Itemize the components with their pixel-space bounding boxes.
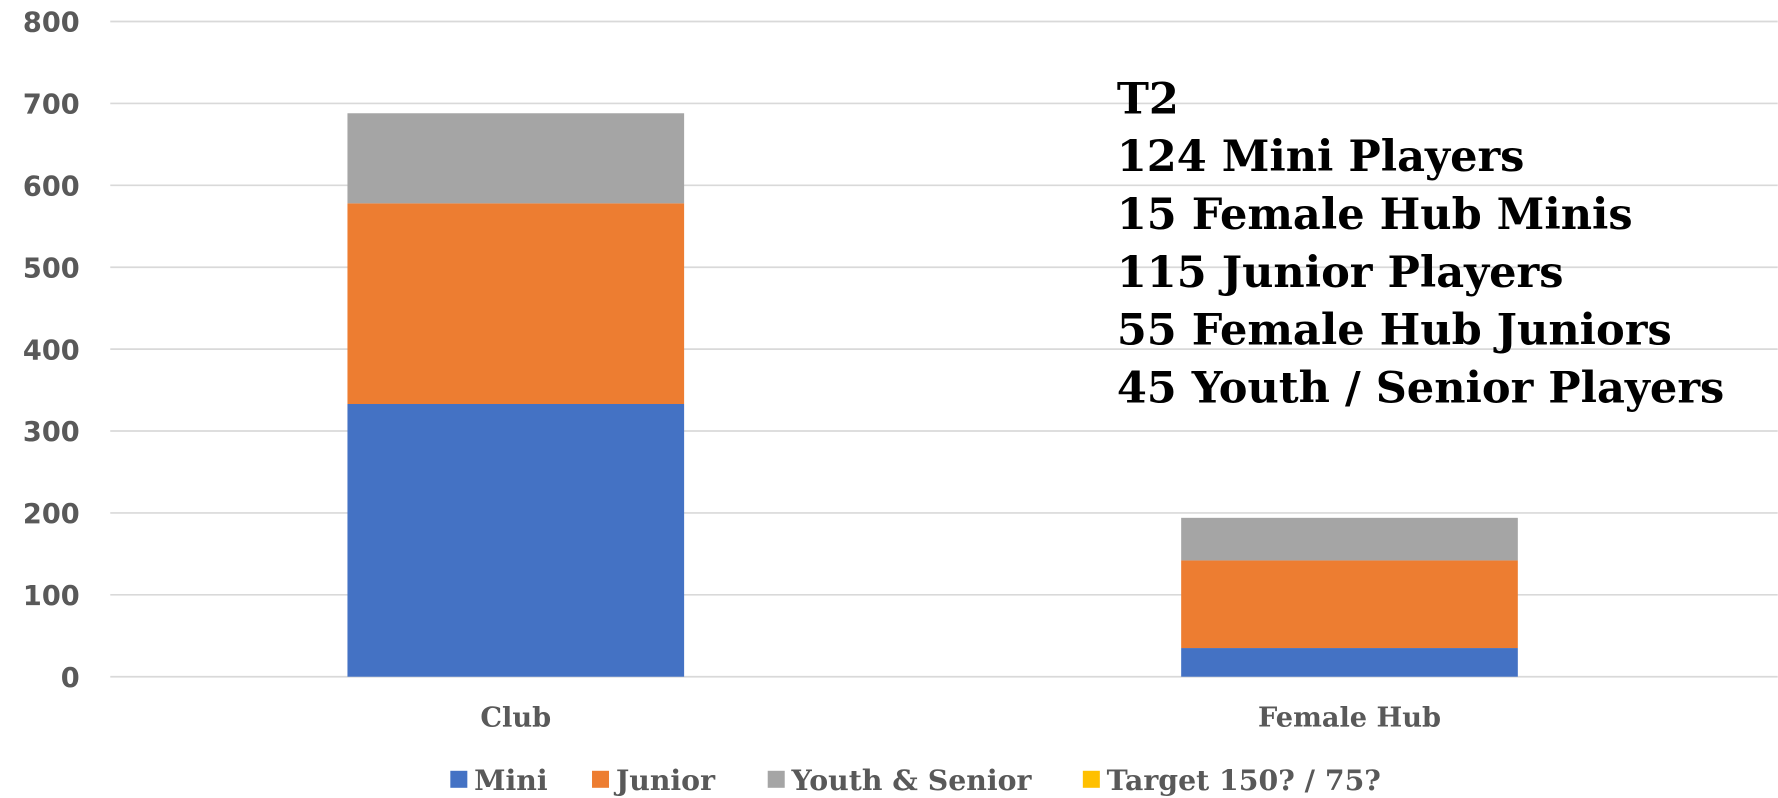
y-tick-label: 0	[61, 663, 80, 694]
annotation-line: 124 Mini Players	[1117, 132, 1525, 182]
y-tick-label: 500	[23, 253, 80, 284]
annotation-line: 45 Youth / Senior Players	[1117, 363, 1724, 413]
legend-swatch	[767, 770, 785, 788]
bar-segment	[1181, 560, 1518, 649]
y-tick-label: 400	[23, 335, 80, 366]
y-tick-label: 700	[23, 90, 80, 121]
y-tick-label: 100	[23, 581, 80, 612]
annotation-line: 115 Junior Players	[1117, 248, 1564, 298]
legend-label: Youth & Senior	[791, 763, 1033, 797]
annotation-line: 15 Female Hub Minis	[1117, 190, 1633, 240]
legend-label: Junior	[613, 763, 716, 797]
y-tick-label: 200	[23, 499, 80, 530]
bar-segment	[347, 203, 685, 404]
annotation-line: 55 Female Hub Juniors	[1117, 306, 1672, 356]
x-tick-label: Club	[480, 702, 551, 734]
legend-swatch	[592, 770, 610, 788]
y-tick-label: 800	[23, 8, 80, 39]
legend-swatch	[450, 770, 468, 788]
x-tick-label: Female Hub	[1258, 702, 1441, 734]
y-tick-label: 300	[23, 417, 80, 448]
annotation-line: T2	[1117, 74, 1179, 124]
legend-label: Mini	[474, 763, 548, 797]
bar-segment	[347, 113, 685, 204]
legend-swatch	[1082, 770, 1100, 788]
bar-segment	[1181, 517, 1518, 561]
bar-segment	[1181, 648, 1518, 677]
legend-label: Target 150? / 75?	[1107, 763, 1381, 797]
bar-segment	[347, 403, 685, 677]
y-tick-label: 600	[23, 172, 80, 203]
